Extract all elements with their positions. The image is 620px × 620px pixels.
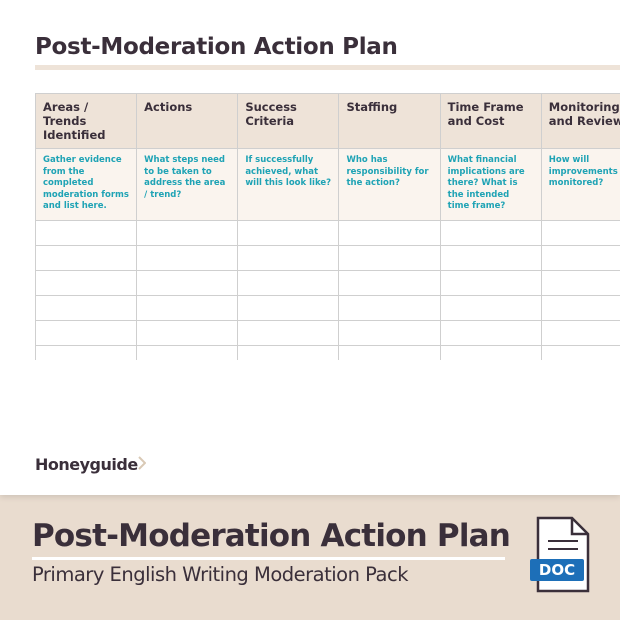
empty-cell	[136, 320, 239, 346]
empty-cell	[338, 320, 441, 346]
empty-cell	[439, 320, 542, 346]
description-cell: If successfully achieved, what will this…	[237, 148, 340, 221]
title-rule	[35, 65, 620, 70]
column-description: What steps need to be taken to address t…	[144, 155, 226, 200]
empty-cell	[439, 245, 542, 271]
empty-cell	[540, 220, 620, 246]
logo-chevron	[137, 456, 147, 470]
description-cell: What steps need to be taken to address t…	[136, 148, 239, 221]
column-heading: Staffing	[346, 100, 398, 114]
empty-cell	[35, 295, 138, 321]
empty-cell	[237, 220, 340, 246]
empty-cell	[35, 345, 138, 360]
banner-subtitle: Primary English Writing Moderation Pack	[32, 563, 409, 586]
description-row: Gather evidence from the completed moder…	[35, 148, 620, 221]
header-cell: Areas / Trends Identified	[35, 93, 138, 149]
empty-cell	[540, 320, 620, 346]
empty-cell	[338, 345, 441, 360]
empty-cell	[540, 295, 620, 321]
column-description: What financial implications are there? W…	[447, 155, 525, 211]
empty-cell	[439, 295, 542, 321]
empty-cell	[237, 270, 340, 296]
description-cell: How will improvements be monitored?	[540, 148, 620, 221]
empty-row	[35, 295, 620, 321]
column-description: How will improvements be monitored?	[548, 155, 620, 188]
empty-row	[35, 345, 620, 360]
empty-cell	[338, 270, 441, 296]
banner-title: Post-Moderation Action Plan	[32, 518, 511, 554]
empty-row	[35, 220, 620, 246]
description-cell: Gather evidence from the completed moder…	[35, 148, 138, 221]
document-title: Post-Moderation Action Plan	[35, 34, 398, 60]
empty-cell	[338, 220, 441, 246]
action-table: Areas / Trends Identified Actions Success …	[35, 93, 620, 360]
empty-cell	[35, 245, 138, 271]
description-cell: What financial implications are there? W…	[439, 148, 542, 221]
empty-cell	[35, 220, 138, 246]
column-heading: Time Frame and Cost	[447, 100, 524, 128]
column-heading: Monitoring and Review	[548, 100, 620, 128]
banner-rule	[32, 557, 505, 560]
brand-name: Honeyguide	[35, 455, 138, 474]
empty-cell	[237, 320, 340, 346]
empty-cell	[540, 345, 620, 360]
document-sheet: Post-Moderation Action Plan Areas / Tren…	[0, 0, 620, 495]
empty-cell	[338, 245, 441, 271]
description-cell: Who has responsibility for the action?	[338, 148, 441, 221]
badge-label: DOC	[539, 561, 575, 579]
brand-logo: Honeyguide	[35, 455, 147, 474]
empty-cell	[237, 245, 340, 271]
empty-cell	[136, 295, 239, 321]
empty-cell	[35, 270, 138, 296]
empty-cell	[540, 245, 620, 271]
table-container: Areas / Trends Identified Actions Success …	[35, 93, 620, 360]
header-cell: Monitoring and Review	[540, 93, 620, 149]
empty-cell	[237, 345, 340, 360]
empty-cell	[136, 270, 239, 296]
column-description: Gather evidence from the completed moder…	[43, 155, 129, 211]
empty-cell	[439, 345, 542, 360]
empty-cell	[439, 220, 542, 246]
header-cell: Time Frame and Cost	[439, 93, 542, 149]
column-heading: Actions	[144, 100, 193, 114]
empty-cell	[237, 295, 340, 321]
column-heading: Success Criteria	[245, 100, 297, 128]
header-cell: Staffing	[338, 93, 441, 149]
doc-icon: DOC	[530, 516, 590, 593]
empty-cell	[338, 295, 441, 321]
empty-cell	[35, 320, 138, 346]
header-cell: Actions	[136, 93, 239, 149]
empty-row	[35, 245, 620, 271]
empty-cell	[136, 245, 239, 271]
empty-cell	[136, 220, 239, 246]
header-cell: Success Criteria	[237, 93, 340, 149]
empty-cell	[439, 270, 542, 296]
column-heading: Areas / Trends Identified	[43, 100, 106, 142]
column-description: If successfully achieved, what will this…	[245, 155, 332, 188]
header-row: Areas / Trends Identified Actions Success …	[35, 93, 620, 149]
empty-row	[35, 270, 620, 296]
empty-cell	[136, 345, 239, 360]
empty-row	[35, 320, 620, 346]
column-description: Who has responsibility for the action?	[346, 155, 429, 188]
empty-cell	[540, 270, 620, 296]
